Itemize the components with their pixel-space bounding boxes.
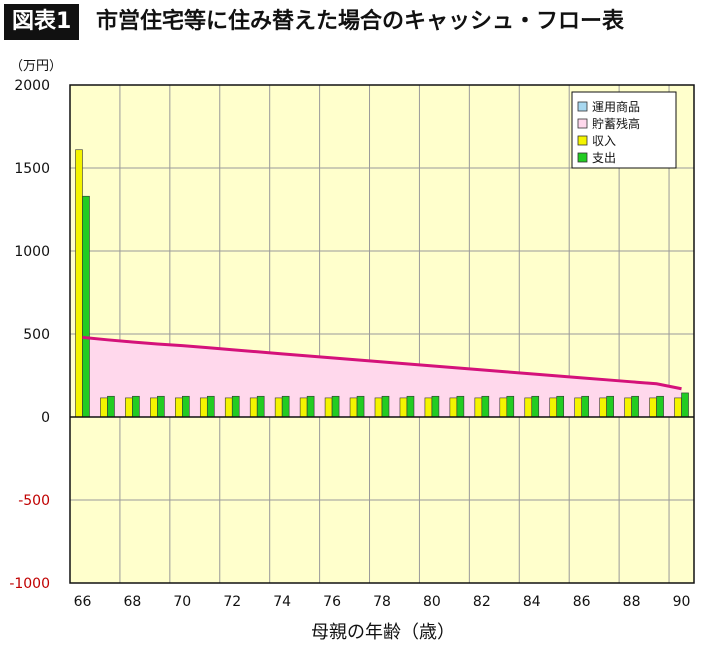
bar-income xyxy=(150,397,158,418)
x-tick-label: 74 xyxy=(273,594,291,610)
bar-expense xyxy=(606,395,614,418)
bar-expense xyxy=(331,395,340,418)
bar-expense xyxy=(381,395,390,418)
bar-income xyxy=(399,397,408,418)
bar-expense xyxy=(681,392,689,418)
bar-expense xyxy=(182,395,190,418)
bar-expense xyxy=(256,395,265,418)
x-tick-label: 90 xyxy=(673,594,691,610)
x-tick-label: 82 xyxy=(473,594,491,610)
bar-income xyxy=(474,397,483,418)
bar-income xyxy=(349,397,358,418)
bar-expense xyxy=(406,395,415,418)
bar-income xyxy=(324,397,333,418)
y-tick-label: 1500 xyxy=(14,161,50,177)
bar-expense xyxy=(107,395,115,418)
legend-swatch xyxy=(577,101,588,112)
legend-entry: 貯蓄残高 xyxy=(592,116,640,131)
bar-income xyxy=(549,397,558,418)
y-tick-label: 1000 xyxy=(14,244,50,260)
legend-entry: 運用商品 xyxy=(592,99,640,114)
y-tick-label: -1000 xyxy=(9,576,50,592)
bar-income xyxy=(274,397,283,418)
bar-expense xyxy=(631,395,639,418)
header: 図表1 市営住宅等に住み替えた場合のキャッシュ・フロー表 xyxy=(0,0,710,44)
x-tick-label: 80 xyxy=(423,594,441,610)
bar-expense xyxy=(231,395,240,418)
y-tick-label: 2000 xyxy=(14,78,50,94)
x-tick-label: 72 xyxy=(223,594,241,610)
bar-expense xyxy=(431,395,440,418)
bar-income xyxy=(574,397,582,418)
legend-box xyxy=(571,91,677,169)
bar-expense xyxy=(581,395,589,418)
bar-income xyxy=(674,397,682,418)
bar-expense xyxy=(281,395,290,418)
figure-label: 図表1 xyxy=(4,4,80,40)
savings-balance-line xyxy=(82,335,682,391)
bar-income xyxy=(175,397,183,418)
bar-income xyxy=(424,397,433,418)
y-tick-label: 0 xyxy=(41,410,50,426)
x-tick-label: 78 xyxy=(373,594,391,610)
x-tick-label: 68 xyxy=(123,594,141,610)
bar-income xyxy=(374,397,383,418)
bar-expense xyxy=(506,395,515,418)
y-tick-label: 500 xyxy=(23,327,50,343)
bar-expense xyxy=(132,395,140,418)
bar-income xyxy=(449,397,458,418)
x-tick-label: 86 xyxy=(573,594,591,610)
bar-income xyxy=(100,397,108,418)
bar-income xyxy=(599,397,607,418)
bar-income xyxy=(224,397,233,418)
bar-income xyxy=(75,149,83,418)
x-tick-label: 66 xyxy=(74,594,92,610)
y-axis-unit-label: （万円） xyxy=(10,59,62,74)
legend-swatch xyxy=(577,135,588,146)
page-title: 市営住宅等に住み替えた場合のキャッシュ・フロー表 xyxy=(96,9,625,34)
legend-swatch xyxy=(577,118,588,129)
bar-expense xyxy=(481,395,490,418)
bar-expense xyxy=(356,395,365,418)
x-tick-label: 88 xyxy=(623,594,641,610)
bar-expense xyxy=(306,395,315,418)
bar-expense xyxy=(556,395,565,418)
bar-expense xyxy=(531,395,540,418)
bar-income xyxy=(125,397,133,418)
bar-income xyxy=(249,397,258,418)
bar-income xyxy=(499,397,508,418)
bar-expense xyxy=(157,395,165,418)
bar-income xyxy=(524,397,533,418)
legend-swatch xyxy=(577,152,588,163)
legend-entry: 支出 xyxy=(592,151,616,165)
bar-expense xyxy=(456,395,465,418)
x-tick-label: 84 xyxy=(523,594,541,610)
x-tick-label: 70 xyxy=(173,594,191,610)
bar-income xyxy=(199,397,208,418)
bar-income xyxy=(299,397,308,418)
bar-expense xyxy=(656,395,664,418)
bar-expense xyxy=(82,195,90,418)
x-tick-label: 76 xyxy=(323,594,341,610)
plot-border xyxy=(69,84,695,584)
y-tick-label: -500 xyxy=(18,493,50,509)
bar-income xyxy=(624,397,632,418)
x-axis-label: 母親の年齢（歳） xyxy=(311,622,455,643)
bar-expense xyxy=(206,395,215,418)
legend-entry: 収入 xyxy=(592,134,616,148)
bar-income xyxy=(649,397,657,418)
